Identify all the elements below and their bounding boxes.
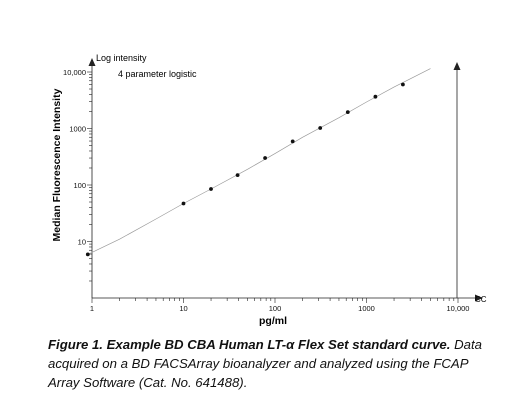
data-point	[235, 173, 240, 178]
x-tick-label: 100	[269, 304, 282, 313]
y-tick-label: 1000	[69, 125, 86, 134]
x-axis-arrow	[475, 294, 483, 302]
x-tick-label: 10,000	[447, 304, 470, 313]
x-axis-title: pg/ml	[259, 315, 287, 327]
standard-curve-chart: 10 100 1000 10,000 1 10 100 1000 10,000 Median F…	[51, 53, 487, 327]
data-point	[209, 187, 213, 191]
fit-curve	[87, 68, 431, 255]
y-axis-arrow	[88, 58, 96, 66]
data-points	[85, 82, 405, 257]
data-point	[85, 252, 90, 257]
y-tick-label: 10	[78, 238, 86, 247]
data-point	[290, 139, 295, 144]
caption-title: Figure 1. Example BD CBA Human LT-α Flex…	[48, 337, 451, 352]
figure-caption: Figure 1. Example BD CBA Human LT-α Flex…	[48, 335, 488, 392]
caption-text: Data acquired on a BD FACSArray bioanaly…	[48, 337, 482, 390]
x-tick-label: 1	[90, 304, 94, 313]
x-tick-label: 1000	[358, 304, 375, 313]
y-tick-label: 10,000	[63, 68, 86, 77]
fit-curve-layer	[87, 68, 431, 255]
data-point	[401, 82, 405, 87]
right-axis-arrow	[453, 62, 461, 70]
data-point	[263, 156, 267, 160]
curve-annotation: 4 parameter logistic	[118, 69, 197, 79]
y-axis-top-label: Log intensity	[96, 53, 147, 63]
x-tick-label: 10	[179, 304, 187, 313]
data-point	[345, 110, 350, 114]
y-axis-title: Median Fluorescence Intensity	[51, 88, 63, 241]
x-axis-end-label: CC	[475, 295, 487, 304]
data-point	[318, 126, 323, 130]
chart-axes: 10 100 1000 10,000 1 10 100 1000 10,000	[63, 58, 483, 313]
y-tick-label: 100	[73, 181, 86, 190]
data-point	[373, 94, 378, 99]
data-point	[181, 201, 186, 206]
